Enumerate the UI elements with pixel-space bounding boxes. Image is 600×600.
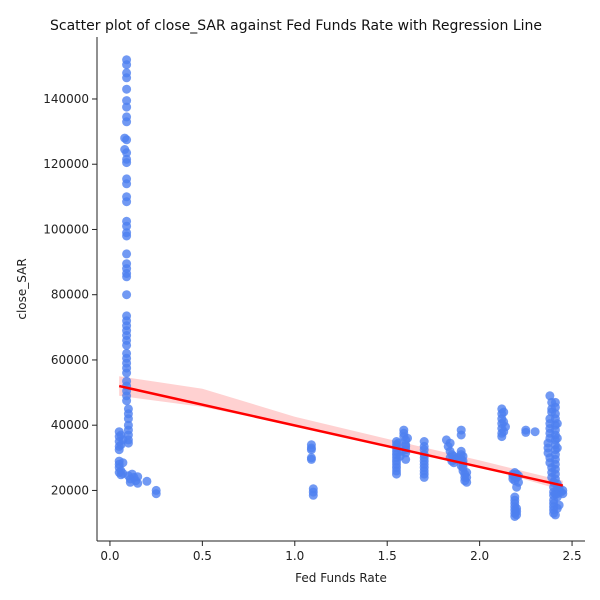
- data-point: [122, 102, 132, 112]
- data-point: [445, 438, 455, 448]
- data-point: [306, 454, 316, 464]
- regression-line: [118, 384, 564, 487]
- x-tick-label: 1.5: [378, 549, 397, 563]
- data-point: [392, 469, 401, 479]
- data-point: [122, 60, 132, 70]
- data-point: [123, 414, 133, 424]
- data-point: [151, 489, 161, 499]
- data-point: [122, 249, 132, 259]
- y-tick-label: 40000: [51, 418, 89, 432]
- data-point: [462, 468, 472, 477]
- data-point: [554, 500, 564, 510]
- data-point: [122, 158, 132, 168]
- y-tick-label: 120000: [43, 157, 89, 171]
- data-point: [401, 454, 411, 464]
- data-point: [122, 290, 132, 300]
- data-point: [514, 477, 523, 487]
- points-layer: [114, 55, 568, 521]
- y-tick-label: 60000: [51, 353, 89, 367]
- y-tick-label: 20000: [51, 483, 89, 497]
- data-point: [499, 407, 509, 417]
- data-point: [122, 148, 132, 158]
- data-point: [118, 458, 128, 468]
- regression-line-layer: [118, 384, 564, 487]
- y-tick-label: 80000: [51, 288, 89, 302]
- data-point: [419, 472, 429, 482]
- data-point: [306, 445, 316, 455]
- data-point: [122, 135, 132, 145]
- x-tick-label: 0.0: [100, 549, 119, 563]
- data-point: [122, 179, 132, 189]
- data-point: [122, 96, 132, 106]
- data-point: [116, 440, 126, 450]
- data-point: [456, 430, 466, 440]
- data-point: [133, 478, 143, 488]
- data-point: [122, 340, 132, 350]
- data-point: [550, 402, 560, 412]
- x-tick-label: 2.0: [470, 549, 489, 563]
- data-point: [122, 84, 132, 94]
- data-point: [122, 221, 132, 231]
- data-point: [552, 433, 562, 443]
- data-point: [501, 422, 510, 432]
- data-point: [122, 396, 132, 406]
- data-point: [133, 472, 143, 482]
- x-axis-label: Fed Funds Rate: [295, 571, 387, 585]
- data-point: [122, 117, 132, 127]
- y-ticks: 20000 40000 60000 80000 100000 120000 140000: [43, 92, 97, 497]
- data-point: [393, 438, 403, 448]
- data-point: [142, 476, 152, 486]
- data-point: [512, 510, 522, 520]
- data-point: [403, 433, 412, 443]
- data-point: [521, 427, 531, 437]
- data-point: [308, 490, 318, 500]
- data-point: [552, 419, 562, 429]
- data-point: [122, 197, 132, 207]
- x-tick-label: 1.0: [285, 549, 304, 563]
- data-point: [122, 368, 132, 378]
- x-tick-label: 0.5: [193, 549, 212, 563]
- data-point: [549, 490, 559, 500]
- x-tick-label: 2.5: [563, 549, 582, 563]
- data-point: [122, 272, 132, 282]
- data-point: [122, 73, 132, 83]
- confidence-band: [119, 376, 563, 491]
- confidence-band-layer: [119, 376, 563, 491]
- y-axis-label: close_SAR: [15, 258, 29, 319]
- x-ticks: 0.0 0.5 1.0 1.5 2.0 2.5: [100, 541, 582, 563]
- y-tick-label: 100000: [43, 222, 89, 236]
- y-tick-label: 140000: [43, 92, 89, 106]
- data-point: [530, 427, 540, 437]
- data-point: [552, 443, 562, 453]
- data-point: [122, 231, 132, 241]
- chart-title: Scatter plot of close_SAR against Fed Fu…: [50, 18, 542, 34]
